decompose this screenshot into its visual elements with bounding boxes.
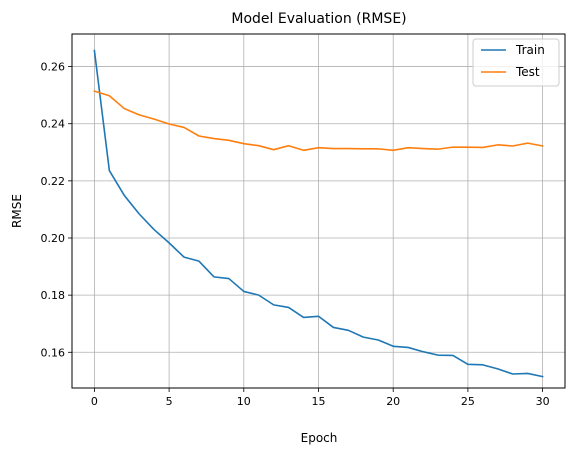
- y-tick-label: 0.24: [41, 118, 66, 131]
- x-tick-label: 0: [91, 395, 98, 408]
- y-tick-label: 0.18: [41, 289, 66, 302]
- y-tick-label: 0.16: [41, 346, 66, 359]
- x-tick-label: 30: [536, 395, 550, 408]
- x-tick-label: 5: [166, 395, 173, 408]
- y-tick-label: 0.22: [41, 175, 66, 188]
- x-tick-label: 20: [386, 395, 400, 408]
- legend-test-label: Test: [515, 65, 540, 79]
- x-axis-label: Epoch: [301, 431, 338, 445]
- x-tick-label: 10: [237, 395, 251, 408]
- legend: Train Test: [473, 39, 559, 86]
- chart-title: Model Evaluation (RMSE): [231, 11, 406, 27]
- legend-train-label: Train: [515, 43, 545, 57]
- grid-lines: [72, 34, 565, 388]
- x-axis-ticks: 0 5 10 15 20 25 30: [91, 388, 550, 408]
- y-axis-label: RMSE: [10, 194, 24, 228]
- y-tick-label: 0.20: [41, 232, 66, 245]
- x-tick-label: 25: [461, 395, 475, 408]
- y-axis-ticks: 0.16 0.18 0.20 0.22 0.24 0.26: [41, 61, 73, 360]
- x-tick-label: 15: [312, 395, 326, 408]
- y-tick-label: 0.26: [41, 61, 66, 74]
